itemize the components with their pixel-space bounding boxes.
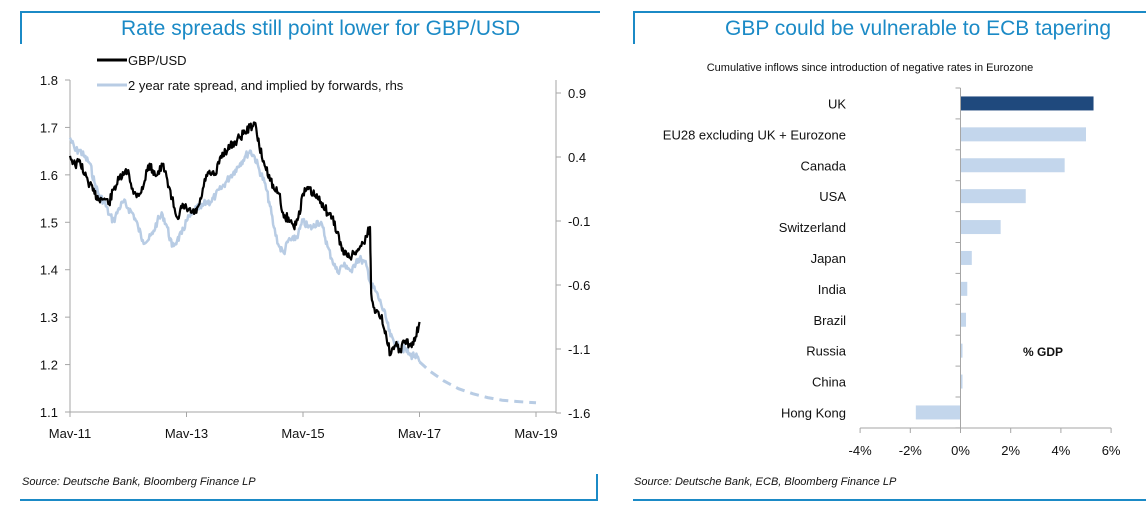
legend-label-gbpusd: GBP/USD xyxy=(128,53,187,68)
category-label: Russia xyxy=(806,344,847,359)
category-label: USA xyxy=(819,189,846,204)
bar-china xyxy=(960,374,963,389)
left-chart-title: Rate spreads still point lower for GBP/U… xyxy=(121,17,521,40)
x-tick-label: Mav-11 xyxy=(49,426,91,441)
left-y-tick-label: 1.1 xyxy=(40,405,58,420)
left-y-tick-label: 1.6 xyxy=(40,168,58,183)
category-label: Japan xyxy=(811,251,846,266)
bar-uk xyxy=(960,96,1094,111)
value-tick-label: 2% xyxy=(1001,443,1020,458)
bar-japan xyxy=(960,250,972,265)
bar-switzerland xyxy=(960,220,1001,235)
bar-canada xyxy=(960,158,1065,173)
series-rate-spread-forwards xyxy=(418,360,537,405)
category-label: EU28 excluding UK + Eurozone xyxy=(663,127,846,142)
x-tick-label: Mav-17 xyxy=(398,426,441,441)
right-y-tick-label: -0.6 xyxy=(568,278,590,293)
x-tick-label: Mav-19 xyxy=(514,426,557,441)
bar-eu28-excluding-uk-eurozone xyxy=(960,127,1086,142)
bar-usa xyxy=(960,189,1026,204)
right-chart-title: GBP could be vulnerable to ECB tapering xyxy=(725,17,1112,40)
left-panel-bottom-border xyxy=(20,499,598,501)
right-y-tick-label: -1.6 xyxy=(568,406,590,421)
right-y-tick-label: 0.9 xyxy=(568,86,586,101)
value-tick-label: 4% xyxy=(1052,443,1071,458)
bar-chart-annotation: % GDP xyxy=(1023,345,1063,359)
bar-brazil xyxy=(960,312,967,327)
category-label: Brazil xyxy=(813,313,846,328)
left-y-tick-label: 1.2 xyxy=(40,358,58,373)
left-y-tick-label: 1.7 xyxy=(40,120,58,135)
right-y-tick-label: -1.1 xyxy=(568,342,590,357)
value-tick-label: -4% xyxy=(849,443,873,458)
value-tick-label: 0% xyxy=(951,443,970,458)
category-label: China xyxy=(812,375,847,390)
legend-label-spread: 2 year rate spread, and implied by forwa… xyxy=(128,78,404,93)
series-rate-spread xyxy=(68,137,421,363)
right-y-tick-label: -0.1 xyxy=(568,214,590,229)
category-label: Canada xyxy=(800,158,846,173)
bar-hong-kong xyxy=(915,405,961,420)
right-y-tick-label: 0.4 xyxy=(568,150,586,165)
series-gbpusd xyxy=(68,121,421,357)
inflows-bar-chart: Cumulative inflows since introduction of… xyxy=(663,62,1121,458)
category-label: India xyxy=(818,282,847,297)
left-y-tick-label: 1.8 xyxy=(40,73,58,88)
bar-chart-subtitle: Cumulative inflows since introduction of… xyxy=(707,62,1034,74)
x-tick-label: Mav-15 xyxy=(281,426,324,441)
left-panel-left-border xyxy=(20,11,22,44)
left-panel-top-border xyxy=(20,11,600,13)
bar-india xyxy=(960,281,968,296)
category-label: Hong Kong xyxy=(781,405,846,420)
left-chart-source: Source: Deutsche Bank, Bloomberg Finance… xyxy=(22,476,256,488)
bar-russia xyxy=(960,343,963,358)
left-y-tick-label: 1.4 xyxy=(40,263,58,278)
category-label: Switzerland xyxy=(779,220,846,235)
right-panel-top-border xyxy=(633,11,1146,13)
right-panel-left-border xyxy=(633,11,635,44)
right-chart-source: Source: Deutsche Bank, ECB, Bloomberg Fi… xyxy=(634,476,897,488)
left-y-tick-label: 1.3 xyxy=(40,310,58,325)
value-tick-label: -2% xyxy=(899,443,923,458)
x-tick-label: Mav-13 xyxy=(165,426,208,441)
gbpusd-line-chart: 1.1 1.2 1.3 1.4 1.5 1.6 1.7 1.8 -1.6 -1.1 -0.6 -0.1… xyxy=(40,53,590,441)
category-label: UK xyxy=(828,96,846,111)
left-y-tick-label: 1.5 xyxy=(40,215,58,230)
left-panel-right-border xyxy=(596,474,598,501)
value-tick-label: 6% xyxy=(1102,443,1121,458)
right-panel-bottom-border xyxy=(633,499,1146,501)
